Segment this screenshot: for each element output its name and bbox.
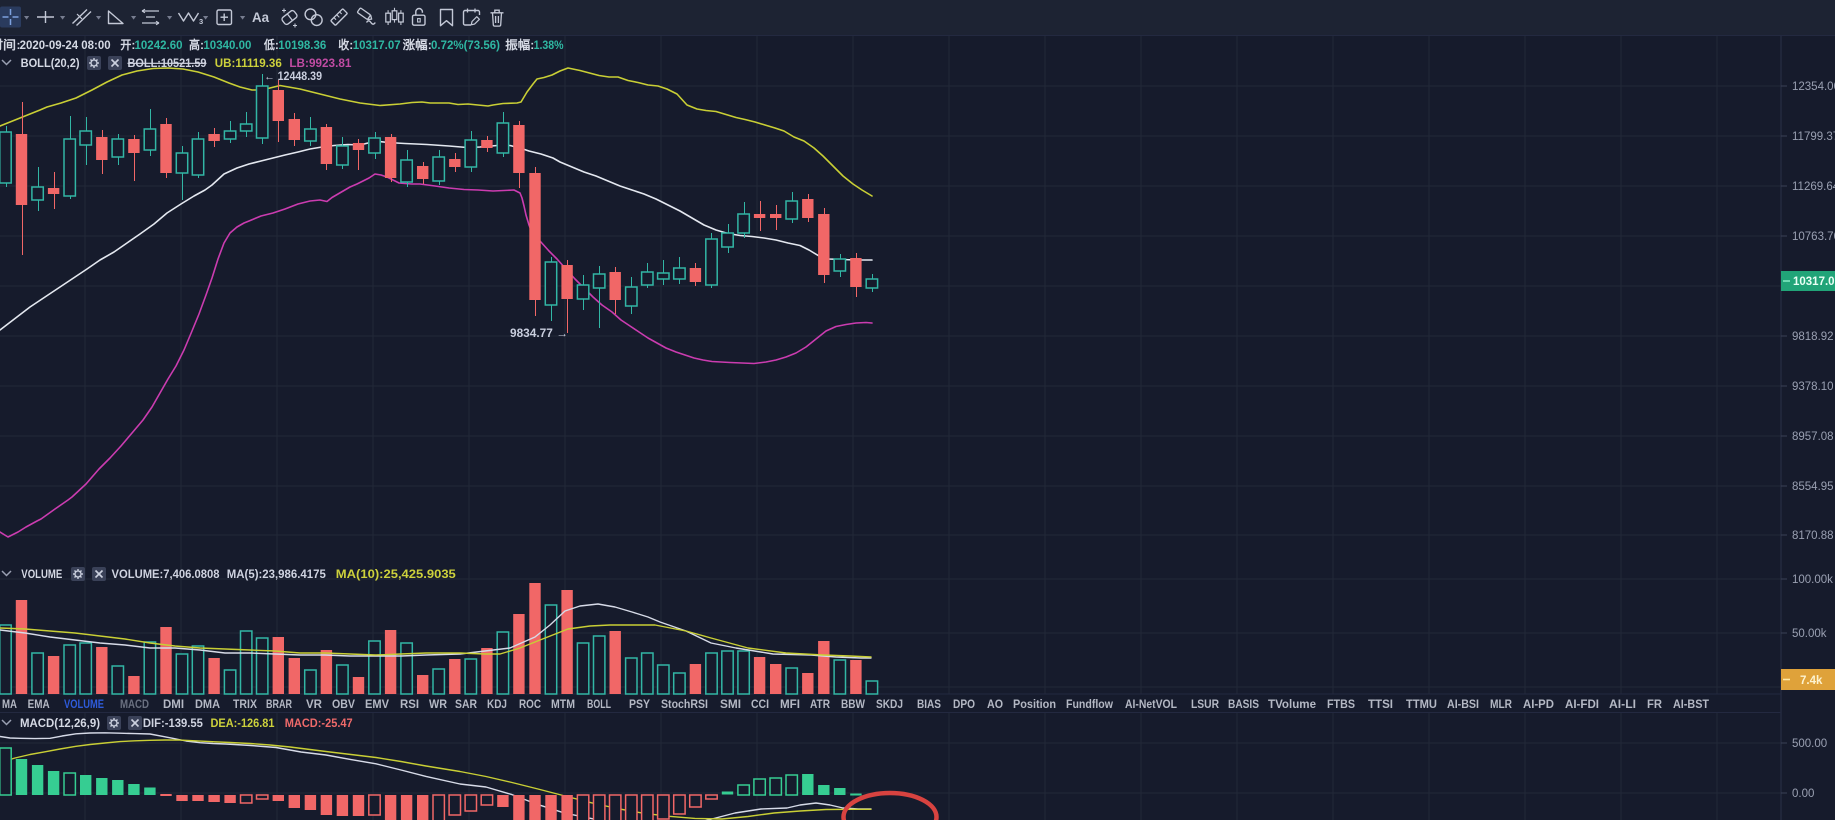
svg-text:MFI: MFI [780,697,800,711]
svg-text:12354.00: 12354.00 [1792,81,1835,93]
svg-text:MACD: MACD [120,697,149,711]
svg-text:MACD(12,26,9): MACD(12,26,9) [20,716,100,730]
svg-text:9818.92: 9818.92 [1792,331,1834,343]
svg-text:100.00k: 100.00k [1792,574,1833,586]
svg-text:时间: 时间 [0,37,16,52]
svg-text:← 12448.39: ← 12448.39 [264,71,322,83]
svg-text:500.00: 500.00 [1792,738,1827,750]
svg-text::: : [428,38,432,52]
svg-text:RSI: RSI [400,697,419,711]
svg-text:AI-BSI: AI-BSI [1447,697,1479,711]
svg-text:SMI: SMI [720,697,741,711]
svg-text:KDJ: KDJ [487,697,507,711]
svg-text:DPO: DPO [953,697,975,711]
svg-text:MA(10):25,425.9035: MA(10):25,425.9035 [336,567,456,581]
svg-text:VR: VR [306,697,322,711]
svg-text::: : [200,38,204,52]
svg-text:BASIS: BASIS [1228,697,1259,711]
svg-text:BOLL: BOLL [587,697,611,711]
svg-text:Aa: Aa [252,9,269,25]
svg-text:8554.95: 8554.95 [1792,481,1834,493]
svg-text:低: 低 [263,37,275,52]
svg-text:OBV: OBV [332,697,355,711]
svg-text:SAR: SAR [455,697,477,711]
svg-text::: : [530,38,534,52]
svg-text:3: 3 [199,17,203,26]
svg-text:VOLUME: VOLUME [21,567,62,581]
svg-text:BOLL(20,2): BOLL(20,2) [21,56,80,70]
svg-text:CCI: CCI [751,697,769,711]
svg-text:UB:11119.36: UB:11119.36 [215,56,282,70]
svg-text:8170.88: 8170.88 [1792,530,1834,542]
svg-text:振幅: 振幅 [505,37,530,52]
svg-text:50.00k: 50.00k [1792,628,1827,640]
svg-text:DIF:-139.55: DIF:-139.55 [143,716,203,730]
svg-text:DEA:-126.81: DEA:-126.81 [211,716,275,730]
svg-text:PSY: PSY [629,697,650,711]
svg-text:AI-NetVOL: AI-NetVOL [1125,697,1177,711]
svg-text:MA: MA [2,697,17,711]
svg-text:AI-FDI: AI-FDI [1565,697,1599,711]
svg-text:EMV: EMV [365,697,389,711]
svg-text:TVolume: TVolume [1268,697,1316,711]
svg-text:DMI: DMI [163,697,184,711]
svg-text::: : [131,38,135,52]
svg-text:AI-BST: AI-BST [1673,697,1710,711]
svg-text:BOLL:10521.59: BOLL:10521.59 [128,56,207,70]
svg-text:MA(5):23,986.4175: MA(5):23,986.4175 [227,567,326,581]
svg-text::: : [17,38,21,52]
svg-text:FR: FR [1647,697,1662,711]
svg-text:AI-PD: AI-PD [1523,697,1554,711]
svg-text:MTM: MTM [551,697,575,711]
svg-text:LSUR: LSUR [1191,697,1219,711]
svg-text:DMA: DMA [195,697,220,711]
svg-text:BIAS: BIAS [917,697,941,711]
svg-text:WR: WR [429,697,447,711]
svg-text:TTSI: TTSI [1368,697,1393,711]
svg-text:10763.70: 10763.70 [1792,231,1835,243]
svg-text:AI-LI: AI-LI [1609,697,1636,711]
svg-text:涨幅: 涨幅 [403,37,428,52]
svg-text:BRAR: BRAR [266,697,292,711]
svg-text:VOLUME: VOLUME [64,697,104,711]
svg-text:0.72%(73.56): 0.72%(73.56) [431,38,500,52]
svg-text:1.38%: 1.38% [534,38,564,52]
svg-text:SKDJ: SKDJ [876,697,903,711]
svg-text:2020-09-24 08:00: 2020-09-24 08:00 [20,38,111,52]
svg-text:10340.00: 10340.00 [203,38,251,52]
svg-text:11269.64: 11269.64 [1792,181,1835,193]
svg-text:MACD:-25.47: MACD:-25.47 [285,716,353,730]
svg-text:开: 开 [120,38,131,52]
svg-text:0.00: 0.00 [1792,788,1814,800]
svg-text:StochRSI: StochRSI [661,697,708,711]
svg-text:Fundflow: Fundflow [1066,697,1114,711]
svg-text:ATR: ATR [810,697,830,711]
svg-text:9834.77 →: 9834.77 → [510,328,568,340]
svg-text:MLR: MLR [1490,697,1512,711]
svg-text:BBW: BBW [841,697,866,711]
svg-text:10242.60: 10242.60 [135,38,183,52]
svg-text::: : [349,38,353,52]
svg-text:11799.37: 11799.37 [1792,131,1835,143]
svg-text:9378.10: 9378.10 [1792,381,1834,393]
svg-text:Position: Position [1013,697,1056,711]
svg-text::: : [275,38,279,52]
svg-text:TTMU: TTMU [1406,697,1437,711]
svg-text:EMA: EMA [28,697,50,711]
svg-text:收: 收 [338,37,349,52]
svg-text:VOLUME:7,406.0808: VOLUME:7,406.0808 [112,567,220,581]
svg-text:高: 高 [189,37,200,52]
svg-text:AO: AO [987,697,1003,711]
svg-text:10317.07: 10317.07 [353,38,401,52]
svg-text:8957.08: 8957.08 [1792,431,1834,443]
svg-text:FTBS: FTBS [1327,697,1355,711]
svg-text:TRIX: TRIX [233,697,257,711]
svg-text:LB:9923.81: LB:9923.81 [289,56,351,70]
svg-text:10198.36: 10198.36 [278,38,326,52]
svg-text:10317.07: 10317.07 [1793,276,1835,288]
svg-text:7.4k: 7.4k [1800,675,1823,687]
svg-text:ROC: ROC [519,697,541,711]
